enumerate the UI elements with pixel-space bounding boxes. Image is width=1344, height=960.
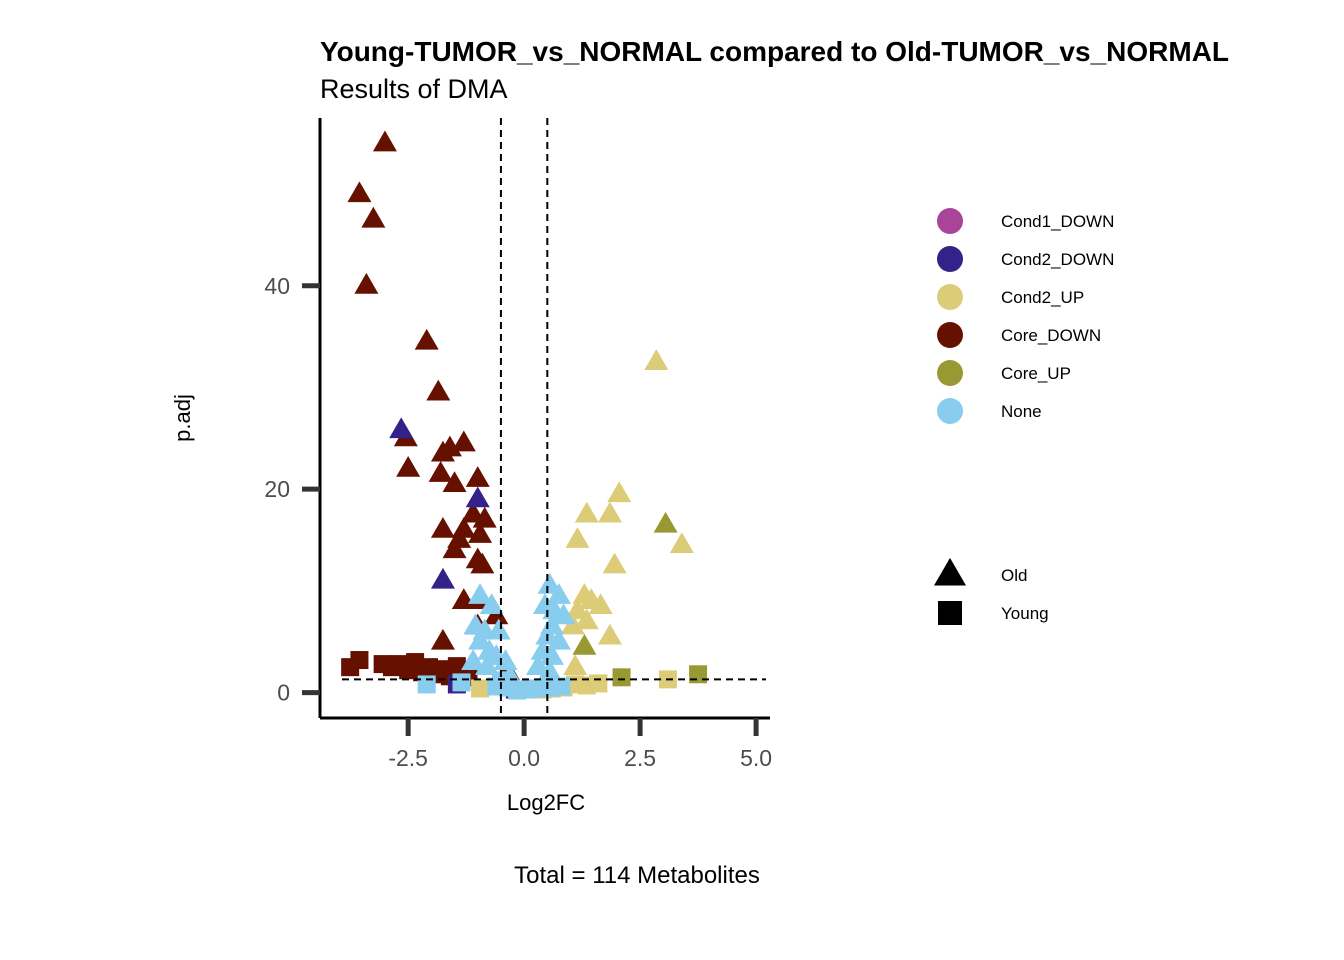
data-point-core-down-triangle (451, 430, 476, 452)
data-point-none-triangle (468, 583, 493, 604)
data-point-none-square (417, 675, 436, 694)
legend-key-none (937, 398, 963, 424)
y-tick-label: 20 (264, 476, 290, 502)
data-point-none-triangle (537, 572, 562, 594)
data-point-core-down-square (350, 651, 369, 670)
x-tick-label: 0.0 (508, 745, 540, 771)
legend-label-cond1-down: Cond1_DOWN (1001, 212, 1114, 231)
data-point-cond2-down-triangle (465, 486, 490, 508)
data-point-none-triangle (468, 628, 493, 650)
legend-key-cond1-down (937, 208, 963, 234)
x-tick-label: 2.5 (624, 745, 656, 771)
data-point-none-square (491, 671, 510, 690)
data-point-cond2-up-triangle (607, 481, 632, 503)
data-point-none-square (552, 677, 571, 696)
data-point-none-triangle (486, 618, 511, 640)
data-point-core-down-triangle (430, 440, 455, 462)
data-point-core-down-triangle (428, 461, 453, 482)
data-point-core-down-triangle (468, 522, 493, 543)
data-point-none-triangle (546, 628, 571, 650)
data-point-core-up-triangle (572, 633, 597, 655)
chart-caption: Total = 114 Metabolites (514, 862, 760, 889)
data-point-cond2-up-triangle (563, 654, 588, 676)
reference-lines (342, 118, 766, 718)
legend-key-young (938, 601, 962, 625)
y-axis-title: p.adj (170, 394, 195, 442)
data-point-core-down-triangle (414, 328, 439, 350)
data-point-none-square (452, 673, 471, 692)
legend-label-core-down: Core_DOWN (1001, 326, 1101, 345)
data-point-cond2-up-triangle (602, 552, 627, 574)
legend-key-core-down (937, 322, 963, 348)
data-point-none-triangle (493, 649, 518, 670)
y-tick-label: 0 (277, 680, 290, 706)
data-point-core-down-triangle (442, 537, 467, 559)
x-tick-label: -2.5 (388, 745, 428, 771)
data-point-cond2-down-triangle (430, 567, 455, 589)
data-point-cond2-up-triangle (574, 501, 599, 523)
data-point-none-triangle (539, 644, 564, 665)
legend-label-core-up: Core_UP (1001, 364, 1071, 383)
legend-label-cond2-down: Cond2_DOWN (1001, 250, 1114, 269)
data-point-none-triangle (537, 659, 562, 681)
color-legend: Cond1_DOWN Cond2_DOWN Cond2_UP Core_DOWN Cor… (937, 208, 1114, 424)
data-point-none-triangle (546, 583, 571, 604)
data-point-core-down-triangle (442, 471, 467, 492)
legend-label-young: Young (1001, 604, 1049, 623)
legend-key-old (934, 557, 966, 586)
data-point-none-triangle (479, 593, 504, 615)
data-point-cond2-up-triangle (669, 532, 694, 554)
data-point-none-triangle (461, 649, 486, 670)
data-point-core-down-triangle (354, 272, 379, 294)
legend-label-cond2-up: Cond2_UP (1001, 288, 1084, 307)
data-point-core-down-triangle (430, 516, 455, 538)
x-axis-title: Log2FC (507, 790, 585, 815)
data-point-cond2-up-triangle (588, 593, 613, 615)
data-point-core-up-square (612, 668, 631, 687)
chart-title: Young-TUMOR_vs_NORMAL compared to Old-TU… (320, 36, 1229, 67)
data-point-cond2-up-triangle (565, 598, 590, 620)
data-point-core-down-triangle (472, 506, 497, 528)
legend-key-core-up (937, 360, 963, 386)
legend-key-cond2-up (937, 284, 963, 310)
data-point-core-down-triangle (465, 466, 490, 487)
data-point-cond2-up-square (471, 679, 490, 698)
y-tick-label: 40 (264, 273, 290, 299)
data-point-none-triangle (551, 603, 576, 625)
legend-label-none: None (1001, 402, 1042, 421)
data-point-cond2-up-triangle (574, 608, 599, 630)
data-point-core-down-triangle (426, 379, 451, 401)
data-point-core-down-triangle (361, 206, 386, 228)
data-point-cond2-up-triangle (565, 527, 590, 548)
axes: -2.5 0.0 2.5 5.0 0 20 40 (264, 118, 772, 771)
chart-subtitle: Results of DMA (320, 74, 508, 104)
data-point-core-up-triangle (653, 511, 678, 533)
legend-label-old: Old (1001, 566, 1027, 585)
x-tick-label: 5.0 (740, 745, 772, 771)
data-point-core-up-square (689, 665, 708, 684)
data-point-core-down-triangle (396, 455, 421, 477)
data-point-core-down-triangle (372, 130, 397, 152)
plot-marks (341, 130, 708, 700)
data-point-cond2-down-triangle (389, 417, 414, 439)
shape-legend: Old Young (934, 557, 1049, 625)
legend-key-cond2-down (937, 246, 963, 272)
data-point-none-triangle (475, 654, 500, 676)
data-point-cond2-up-triangle (597, 501, 622, 523)
data-point-cond2-up-triangle (644, 349, 669, 370)
data-point-core-down-triangle (347, 181, 372, 203)
data-point-core-down-triangle (470, 552, 495, 574)
data-point-core-down-triangle (430, 628, 455, 650)
data-point-cond2-up-triangle (597, 623, 622, 645)
